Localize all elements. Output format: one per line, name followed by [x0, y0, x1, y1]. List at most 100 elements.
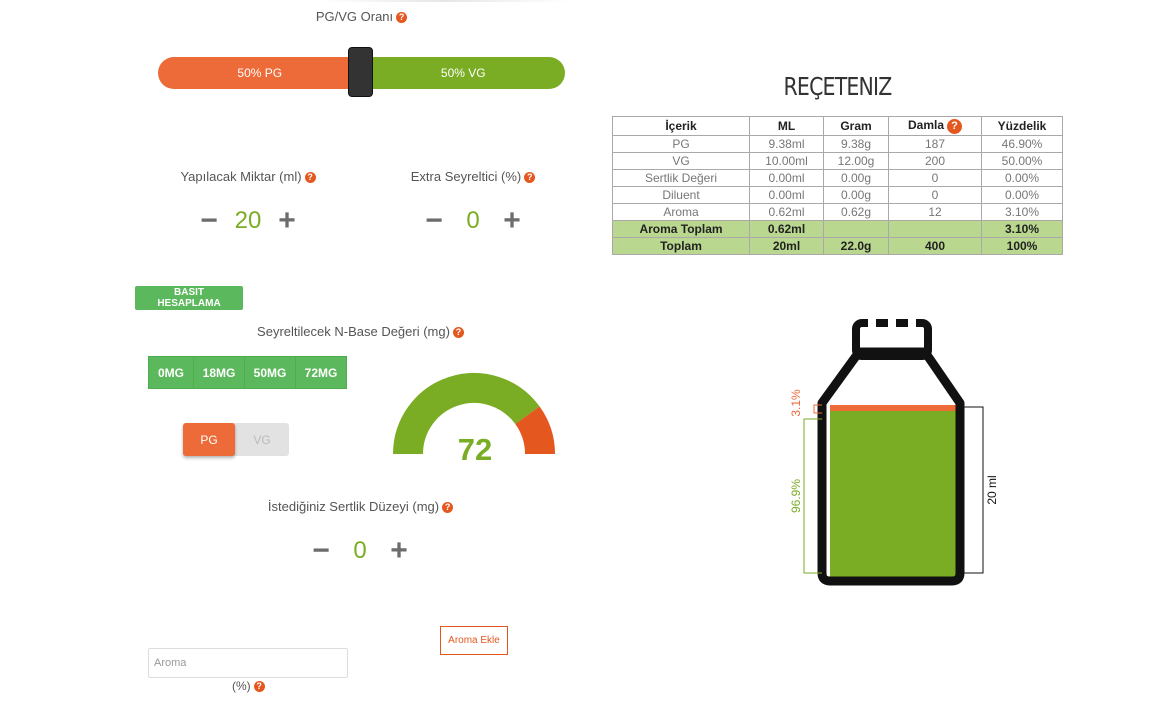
- table-cell: 20ml: [749, 237, 824, 255]
- help-icon[interactable]: ?: [304, 172, 316, 184]
- table-row: VG 10.00ml 12.00g 200 50.00%: [612, 152, 1063, 170]
- minus-button[interactable]: −: [425, 204, 443, 237]
- table-cell: VG: [612, 152, 750, 170]
- recipe-title: REÇETENIZ: [783, 72, 893, 101]
- table-cell: 0.00%: [981, 169, 1063, 187]
- gauge-rest-arc: [514, 406, 555, 455]
- help-icon[interactable]: ?: [524, 172, 536, 184]
- top-divider: [320, 0, 570, 2]
- plus-button[interactable]: +: [278, 204, 296, 237]
- nbase-option-50mg[interactable]: 50MG: [245, 357, 296, 388]
- bottle-illustration: 3.1% 96.9% 20 ml: [789, 319, 999, 586]
- table-cell: 200: [888, 152, 982, 170]
- table-cell: [888, 220, 982, 238]
- gauge-value: 72: [457, 432, 493, 467]
- nbase-option-0mg[interactable]: 0MG: [149, 357, 194, 388]
- table-cell: 0: [888, 186, 982, 204]
- help-icon[interactable]: ?: [947, 118, 963, 134]
- table-cell: 187: [888, 135, 982, 153]
- help-icon[interactable]: ?: [452, 327, 464, 339]
- help-icon[interactable]: ?: [253, 681, 265, 693]
- base-type-toggle[interactable]: PG VG: [183, 423, 289, 456]
- cap-notch: [888, 319, 896, 329]
- pg-portion: 50% PG: [158, 57, 362, 89]
- table-cell: PG: [612, 135, 750, 153]
- table-cell: Sertlik Değeri: [612, 169, 750, 187]
- table-cell: 12: [888, 203, 982, 221]
- table-row: Aroma 0.62ml 0.62g 12 3.10%: [612, 203, 1063, 221]
- table-cell: Diluent: [612, 186, 750, 204]
- table-total-row: Aroma Toplam 0.62ml 3.10%: [612, 220, 1063, 238]
- table-cell: 0.00ml: [749, 186, 824, 204]
- strength-value: 0: [353, 537, 367, 564]
- table-cell: 0.00g: [823, 186, 889, 204]
- strength-stepper: − 0 +: [260, 534, 460, 567]
- minus-button[interactable]: −: [312, 534, 330, 567]
- add-aroma-button[interactable]: Aroma Ekle: [440, 626, 508, 655]
- table-cell: Aroma Toplam: [612, 220, 750, 238]
- table-cell: 3.10%: [981, 203, 1063, 221]
- table-cell: 400: [888, 237, 982, 255]
- nbase-option-18mg[interactable]: 18MG: [194, 357, 245, 388]
- pgvg-slider[interactable]: 50% PG 50% VG: [158, 57, 565, 89]
- table-cell: 0.00%: [981, 186, 1063, 204]
- basic-calculation-button[interactable]: BASIT HESAPLAMA: [135, 286, 243, 310]
- cap-notch: [908, 319, 916, 329]
- table-cell: Toplam: [612, 237, 750, 255]
- aroma-percent-label: (%)?: [232, 679, 265, 693]
- extra-label-text: Extra Seyreltici (%): [410, 169, 522, 184]
- extra-stepper: − 0 +: [373, 204, 573, 237]
- minus-button[interactable]: −: [200, 204, 218, 237]
- extra-label: Extra Seyreltici (%)?: [373, 169, 573, 184]
- table-cell: 100%: [981, 237, 1063, 255]
- extra-value: 0: [466, 207, 480, 234]
- total-volume-label: 20 ml: [985, 475, 999, 504]
- aroma-percent-label: 3.1%: [789, 389, 803, 417]
- base-bracket: [803, 418, 822, 574]
- header-gram: Gram: [823, 116, 889, 136]
- nbase-label-text: Seyreltilecek N-Base Değeri (mg): [257, 324, 450, 339]
- header-content: İçerik: [612, 116, 750, 136]
- plus-button[interactable]: +: [390, 534, 408, 567]
- table-cell: 12.00g: [823, 152, 889, 170]
- strength-label: İstediğiniz Sertlik Düzeyi (mg)?: [248, 499, 473, 514]
- toggle-vg[interactable]: VG: [253, 432, 271, 447]
- table-cell: 0.62ml: [749, 203, 824, 221]
- help-icon[interactable]: ?: [396, 12, 408, 24]
- amount-label-text: Yapılacak Miktar (ml): [180, 169, 302, 184]
- liquid-fill: [830, 407, 960, 577]
- table-row: Sertlik Değeri 0.00ml 0.00g 0 0.00%: [612, 169, 1063, 187]
- table-cell: 3.10%: [981, 220, 1063, 238]
- aroma-layer: [830, 405, 960, 411]
- amount-stepper: − 20 +: [148, 204, 348, 237]
- slider-handle[interactable]: [348, 47, 373, 97]
- total-bracket: [964, 406, 984, 574]
- table-cell: 9.38g: [823, 135, 889, 153]
- help-icon[interactable]: ?: [442, 502, 454, 514]
- table-cell: 0.62ml: [749, 220, 824, 238]
- amount-label: Yapılacak Miktar (ml)?: [148, 169, 348, 184]
- aroma-input[interactable]: [148, 648, 348, 678]
- table-row: PG 9.38ml 9.38g 187 46.90%: [612, 135, 1063, 153]
- header-drops-text: Damla: [907, 118, 945, 133]
- gauge-level-arc: [393, 373, 540, 455]
- aroma-bracket: [813, 404, 822, 414]
- table-cell: 10.00ml: [749, 152, 824, 170]
- vg-portion: 50% VG: [361, 57, 565, 89]
- table-cell: 22.0g: [823, 237, 889, 255]
- toggle-pg[interactable]: PG: [183, 423, 235, 456]
- table-cell: 0.62g: [823, 203, 889, 221]
- header-ml: ML: [749, 116, 824, 136]
- strength-label-text: İstediğiniz Sertlik Düzeyi (mg): [267, 499, 440, 514]
- plus-button[interactable]: +: [503, 204, 521, 237]
- nbase-option-72mg[interactable]: 72MG: [296, 357, 346, 388]
- table-cell: [823, 220, 889, 238]
- table-cell: 0: [888, 169, 982, 187]
- table-cell: 50.00%: [981, 152, 1063, 170]
- aroma-percent-text: (%): [232, 679, 251, 693]
- table-cell: 0.00g: [823, 169, 889, 187]
- pgvg-title-text: PG/VG Oranı: [315, 9, 394, 24]
- table-cell: 46.90%: [981, 135, 1063, 153]
- table-row: Diluent 0.00ml 0.00g 0 0.00%: [612, 186, 1063, 204]
- amount-value: 20: [234, 207, 262, 234]
